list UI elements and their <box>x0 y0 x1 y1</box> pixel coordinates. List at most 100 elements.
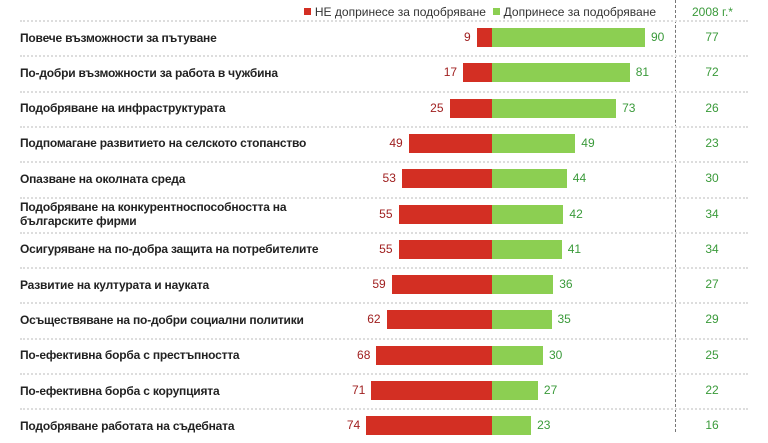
bar-contributed <box>492 239 562 259</box>
bar-contributed <box>492 275 554 295</box>
category-label: Подпомагане развитието на селското стопа… <box>20 136 307 151</box>
value-not-contributed: 25 <box>430 100 444 115</box>
legend-contributed: Допринесе за подобряване <box>503 5 656 19</box>
category-label: Повече възможности за пътуване <box>20 30 217 45</box>
bar-not-contributed <box>386 310 492 330</box>
value-2008: 27 <box>705 277 719 292</box>
category-label: Подобряване работата на съдебната <box>20 418 235 433</box>
value-not-contributed: 53 <box>382 171 396 186</box>
category-label: Опазване на околната среда <box>20 171 186 186</box>
category-label: По-ефективна борба с престъпността <box>20 348 240 363</box>
chart-row: По-ефективна борба с корупцията 71 27 22 <box>0 373 768 408</box>
bar-not-contributed <box>401 169 492 189</box>
bar-contributed <box>492 133 576 153</box>
bar-contributed <box>492 63 630 83</box>
category-label: Подобряване на инфраструктурата <box>20 101 226 116</box>
bar-not-contributed <box>408 133 492 153</box>
bar-not-contributed <box>391 275 492 295</box>
value-contributed: 44 <box>572 171 587 186</box>
row-separator <box>20 408 748 411</box>
bar-contributed <box>492 416 532 436</box>
value-contributed: 73 <box>622 100 636 115</box>
bar-not-contributed <box>398 239 492 259</box>
row-separator <box>20 231 748 234</box>
row-separator <box>20 337 748 340</box>
value-contributed: 41 <box>567 241 582 256</box>
legend: НЕ допринесе за подобряване Допринесе за… <box>303 5 656 19</box>
row-separator <box>20 55 748 58</box>
chart-row: Подпомагане развитието на селското стопа… <box>0 125 768 161</box>
row-separator <box>20 125 748 128</box>
chart-row: Опазване на околната среда 53 44 30 <box>0 161 768 196</box>
chart-row: Осъществяване на по-добри социални полит… <box>0 302 768 337</box>
value-not-contributed: 62 <box>367 312 381 327</box>
value-not-contributed: 17 <box>443 65 458 80</box>
value-2008: 34 <box>705 206 719 221</box>
category-label: По-ефективна борба с корупцията <box>20 383 220 398</box>
bar-contributed <box>492 98 617 118</box>
row-separator <box>20 196 748 199</box>
category-label: Развитие на културата и науката <box>20 277 209 292</box>
row-separator <box>20 267 748 270</box>
chart-row: По-добри възможности за работа в чужбина… <box>0 55 768 90</box>
value-2008: 34 <box>705 241 719 256</box>
value-2008: 29 <box>705 312 719 327</box>
legend-swatch-red <box>303 8 311 15</box>
value-contributed: 81 <box>635 65 650 80</box>
bar-not-contributed <box>366 416 492 436</box>
category-label: Осъществяване на по-добри социални полит… <box>20 312 304 327</box>
row-separator <box>20 373 748 375</box>
value-2008: 16 <box>705 418 719 433</box>
value-contributed: 42 <box>569 206 583 221</box>
category-label: Подобряване на конкурентноспособността н… <box>20 200 287 228</box>
bar-not-contributed <box>376 345 492 365</box>
bar-not-contributed <box>463 63 492 83</box>
bar-not-contributed <box>398 204 492 224</box>
bar-contributed <box>492 28 645 47</box>
bar-not-contributed <box>449 98 492 118</box>
row-separator <box>20 20 748 22</box>
value-2008: 30 <box>705 171 719 186</box>
bar-contributed <box>492 204 564 224</box>
value-contributed: 49 <box>581 135 595 150</box>
value-not-contributed: 71 <box>351 383 366 397</box>
value-not-contributed: 74 <box>346 418 361 433</box>
year-2008-header: 2008 г.* <box>692 5 733 19</box>
bar-not-contributed <box>371 381 492 400</box>
value-contributed: 90 <box>651 30 665 44</box>
bar-contributed <box>492 381 538 400</box>
chart-row: Подобряване на инфраструктурата 25 73 26 <box>0 90 768 126</box>
value-2008: 22 <box>705 383 719 397</box>
value-contributed: 23 <box>537 418 551 433</box>
legend-not-contributed: НЕ допринесе за подобряване <box>314 5 486 19</box>
value-not-contributed: 59 <box>372 277 386 292</box>
legend-swatch-green <box>492 8 500 15</box>
row-separator <box>20 302 748 305</box>
value-contributed: 30 <box>549 347 563 362</box>
value-2008: 77 <box>705 30 719 44</box>
chart-row: Развитие на културата и науката 59 36 27 <box>0 267 768 302</box>
bar-contributed <box>492 345 543 365</box>
value-contributed: 35 <box>557 312 571 327</box>
row-separator <box>20 90 748 93</box>
value-not-contributed: 9 <box>464 30 471 44</box>
value-2008: 72 <box>705 65 719 80</box>
dashed-divider <box>675 0 676 432</box>
category-label: По-добри възможности за работа в чужбина <box>20 65 278 80</box>
value-2008: 23 <box>705 135 719 150</box>
value-not-contributed: 49 <box>389 135 403 150</box>
value-2008: 26 <box>705 100 719 115</box>
bar-contributed <box>492 169 567 189</box>
value-not-contributed: 55 <box>379 241 393 256</box>
chart-row: Повече възможности за пътуване 9 90 77 <box>0 20 768 55</box>
category-label: Осигуряване на по-добра защита на потреб… <box>20 242 319 257</box>
row-separator <box>20 161 748 164</box>
value-contributed: 27 <box>543 383 558 397</box>
bar-not-contributed <box>476 28 492 47</box>
chart-row: Подобряване работата на съдебната 74 23 16 <box>0 408 768 443</box>
value-contributed: 36 <box>559 277 573 292</box>
value-not-contributed: 68 <box>357 347 371 362</box>
chart-row: По-ефективна борба с престъпността 68 30 25 <box>0 337 768 373</box>
value-not-contributed: 55 <box>379 206 393 221</box>
bar-contributed <box>492 310 552 330</box>
